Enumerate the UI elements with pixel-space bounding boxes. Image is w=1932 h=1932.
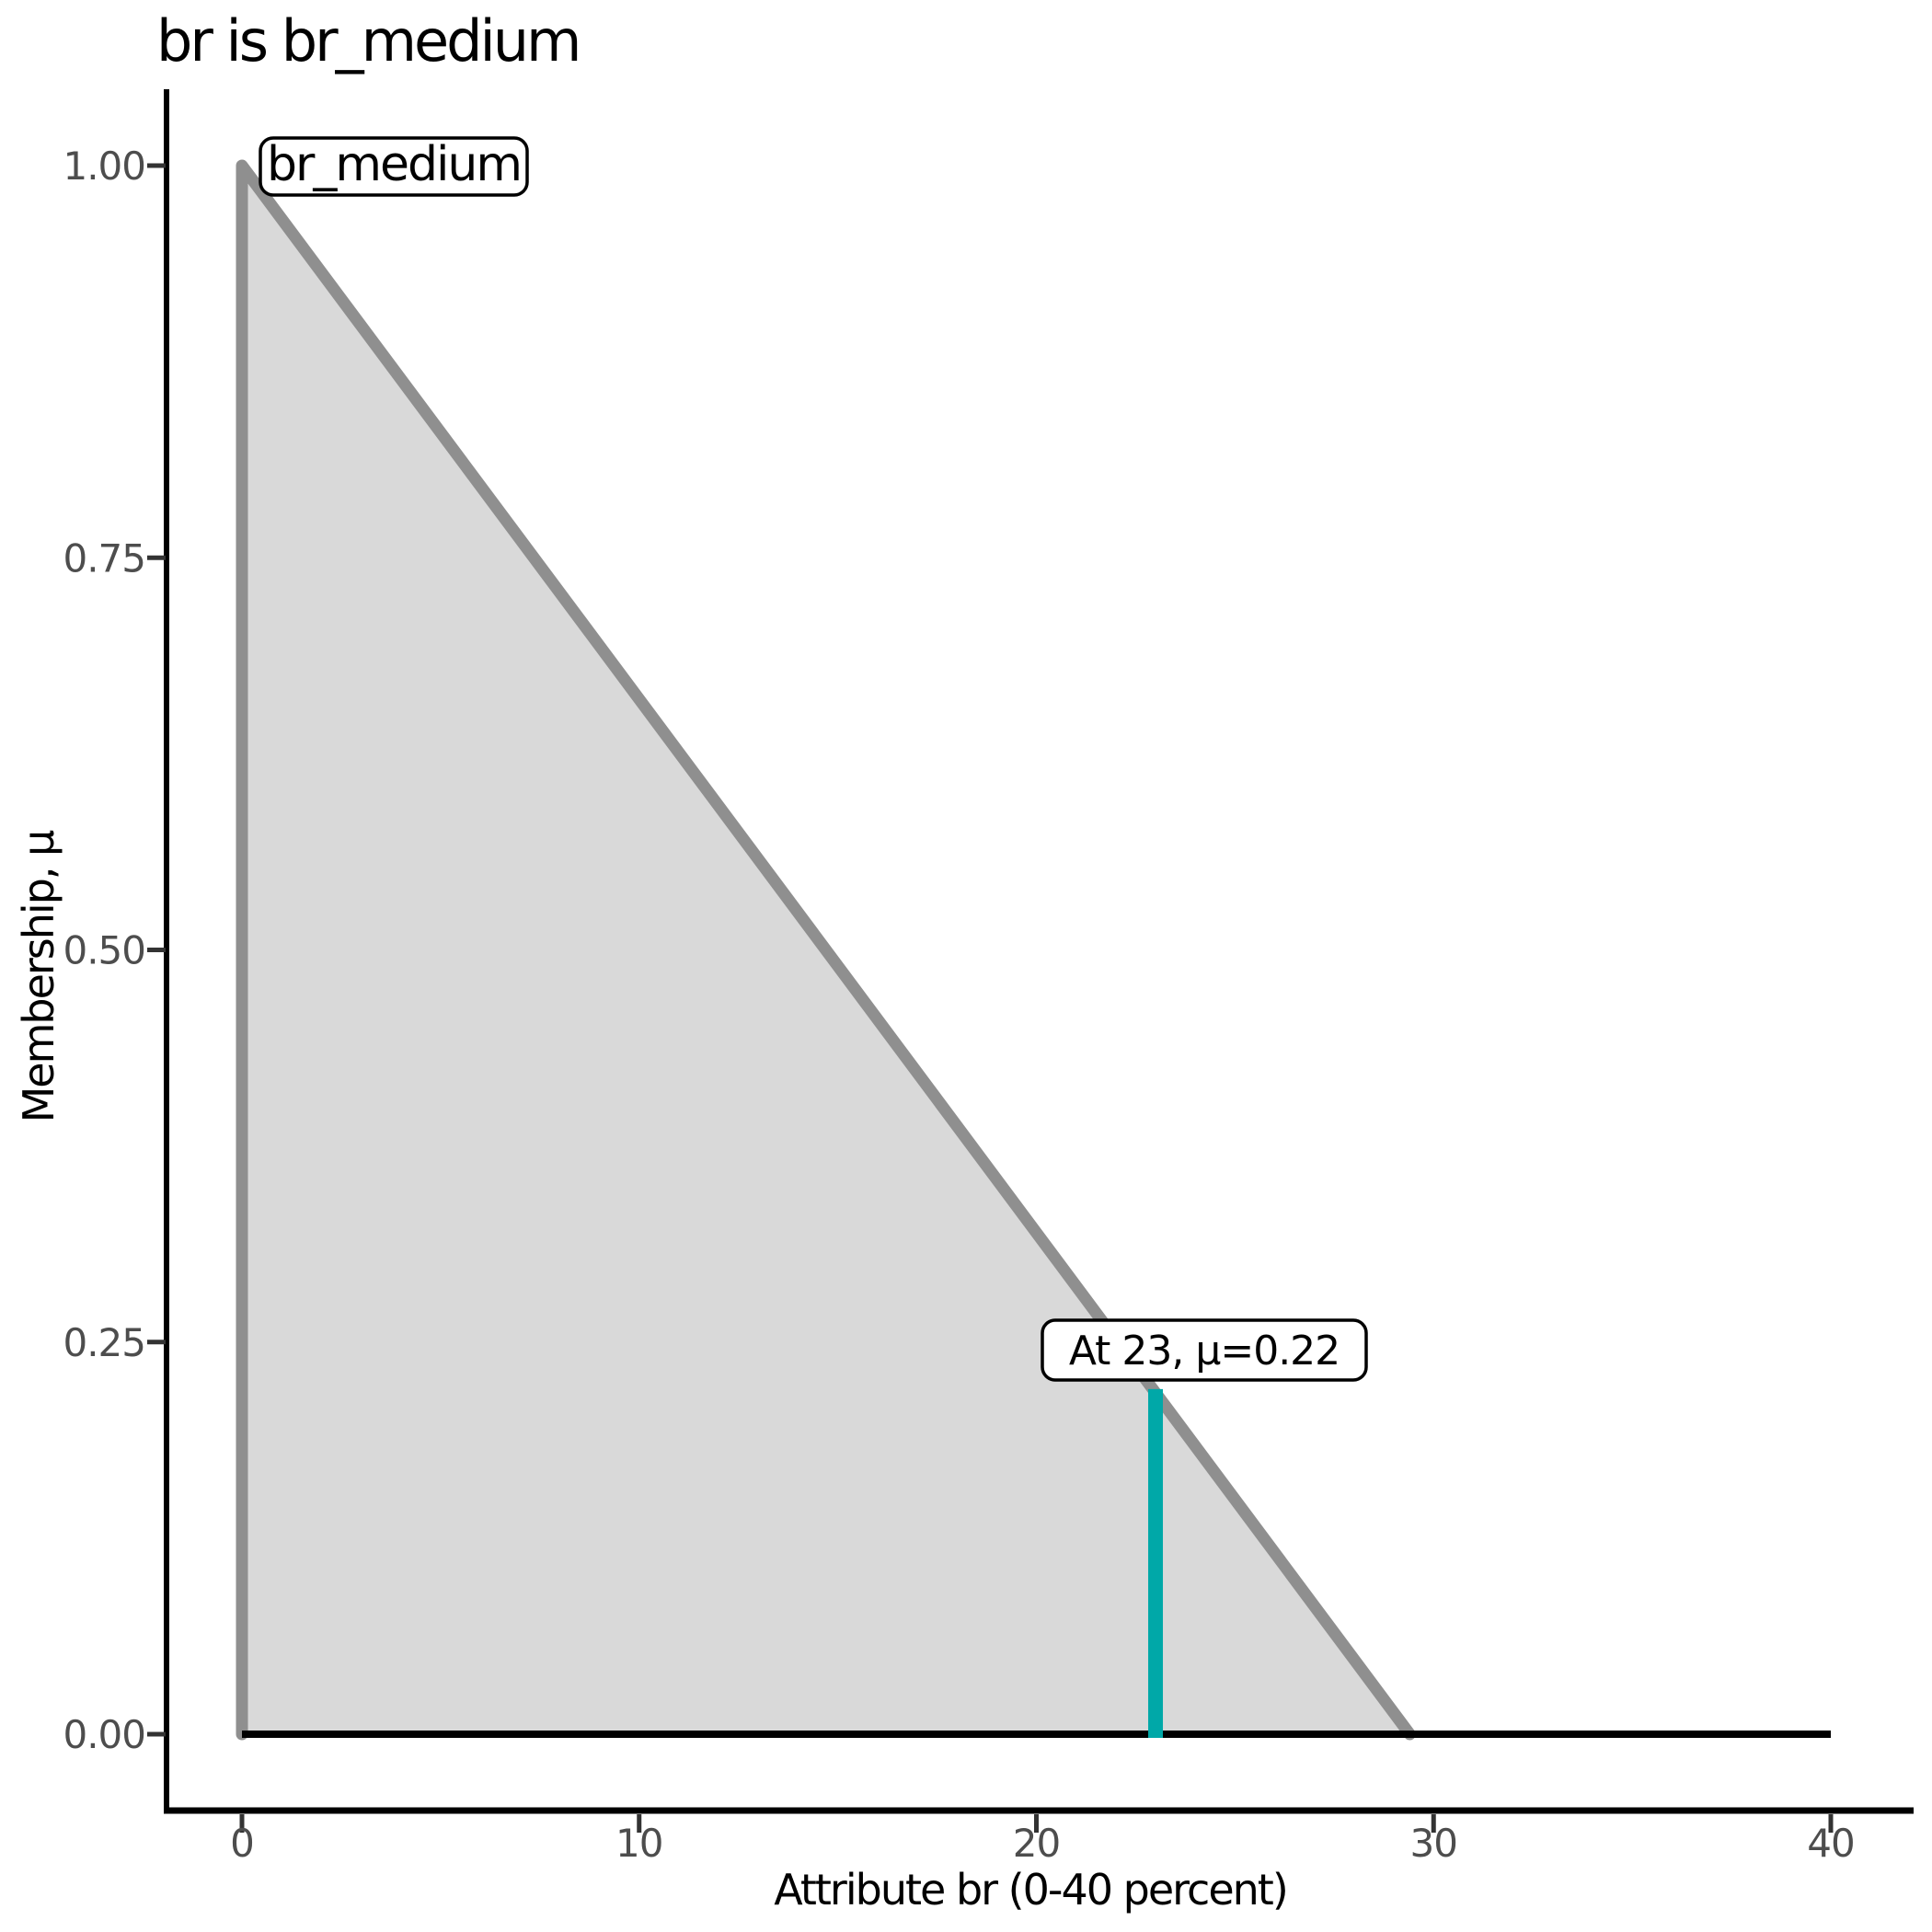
chart-title: br is br_medium [156,7,579,75]
x-tick-label: 20 [1013,1821,1060,1866]
y-axis-ticks: 0.00 0.25 0.50 0.75 1.00 [63,144,166,1757]
axes-layer [164,89,1914,1814]
y-tick-label: 1.00 [63,144,145,189]
crisp-readout-annotation: At 23, μ=0.22 [1041,1318,1368,1382]
set-label-annotation: br_medium [259,136,529,197]
y-tick-label: 0.00 [63,1712,145,1757]
y-tick-label: 0.50 [63,928,145,973]
y-tick-label: 0.75 [63,535,145,581]
y-axis-title: Membership, μ [14,830,63,1123]
set-label-text: br_medium [267,137,521,192]
x-tick-label: 10 [615,1821,662,1866]
crisp-readout-text: At 23, μ=0.22 [1069,1328,1340,1374]
x-axis-title: Attribute br (0-40 percent) [774,1865,1287,1915]
membership-area-layer [236,159,1831,1741]
x-axis-ticks: 0 10 20 30 40 [230,1814,1856,1866]
set-label-box [259,136,529,197]
crisp-readout-box [1041,1318,1368,1382]
membership-curve [236,159,1416,1741]
y-tick-label: 0.25 [63,1320,145,1365]
x-tick-label: 0 [230,1821,254,1866]
x-tick-label: 30 [1410,1821,1457,1866]
x-tick-label: 40 [1807,1821,1854,1866]
